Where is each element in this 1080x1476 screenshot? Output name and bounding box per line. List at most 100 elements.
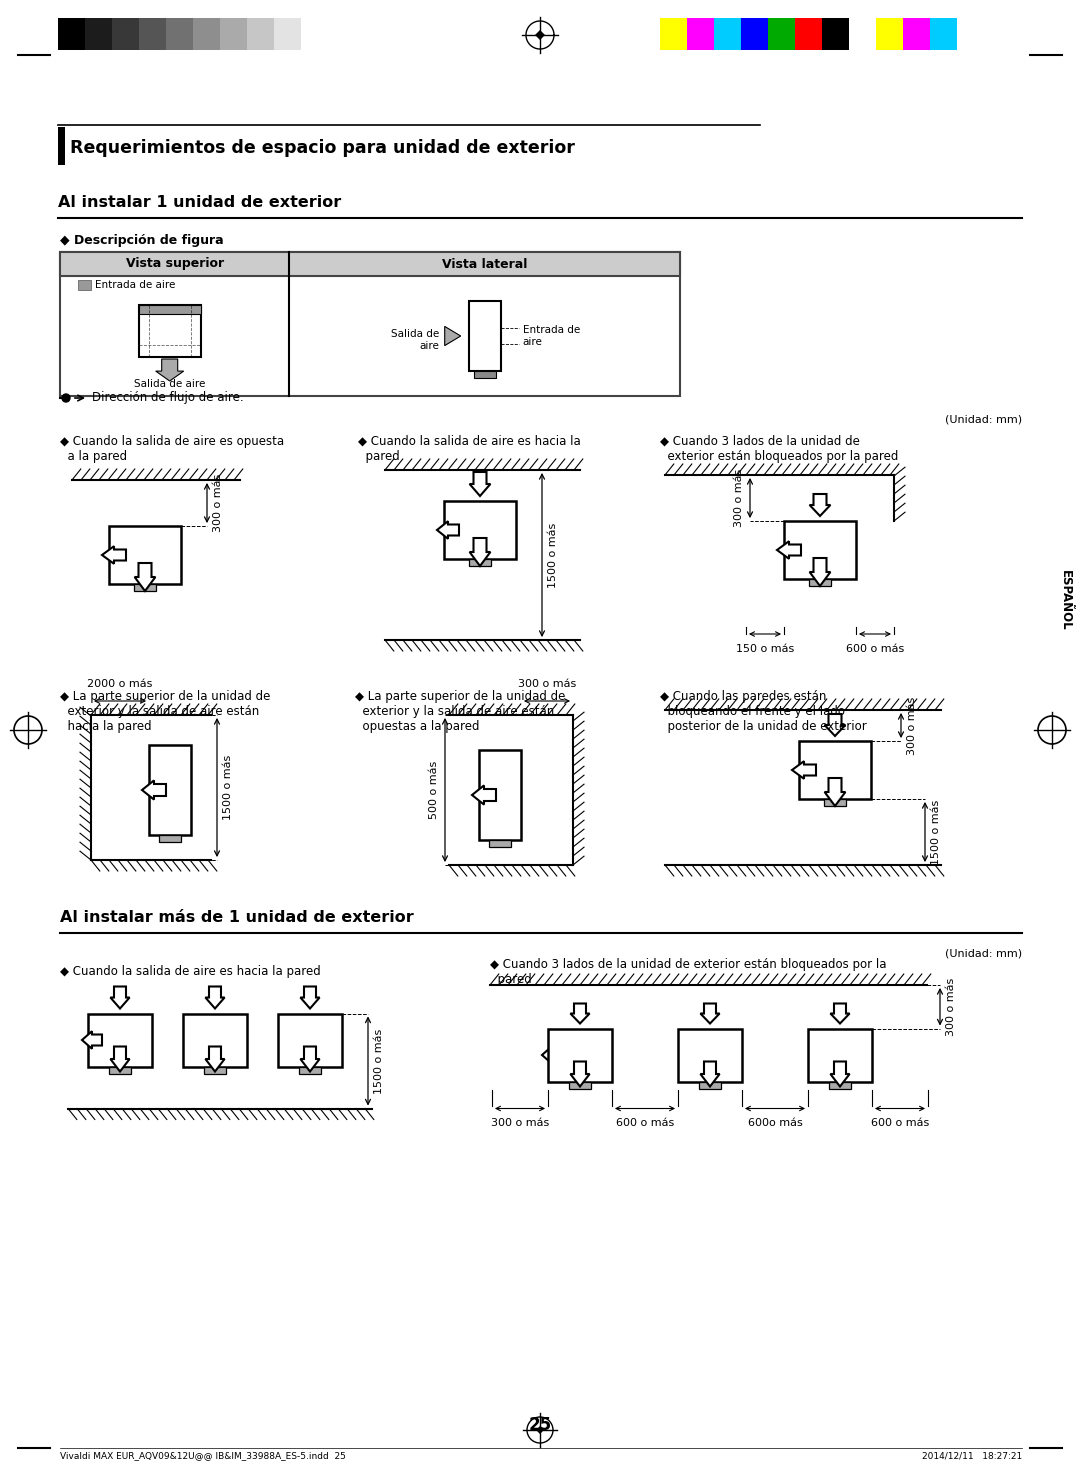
Polygon shape xyxy=(810,494,831,517)
Bar xyxy=(149,745,191,835)
Bar xyxy=(809,579,831,586)
Text: 1500 o más: 1500 o más xyxy=(931,800,941,865)
Text: ◆ Cuando las paredes están
  bloqueando el frente y el lado
  posterior de la un: ◆ Cuando las paredes están bloqueando el… xyxy=(660,689,867,734)
Bar xyxy=(469,301,501,370)
Polygon shape xyxy=(792,762,816,779)
Text: 300 o más: 300 o más xyxy=(213,474,222,533)
Text: 25: 25 xyxy=(528,1415,552,1435)
Bar xyxy=(220,18,247,50)
Polygon shape xyxy=(570,1061,590,1086)
Text: 300 o más: 300 o más xyxy=(518,679,576,689)
Bar xyxy=(274,18,301,50)
Polygon shape xyxy=(445,326,461,345)
Polygon shape xyxy=(110,986,130,1008)
Bar xyxy=(299,1067,321,1073)
Bar xyxy=(876,18,903,50)
Bar xyxy=(808,1029,872,1082)
Polygon shape xyxy=(82,1032,102,1049)
Polygon shape xyxy=(825,714,846,737)
Text: Vista superior: Vista superior xyxy=(125,257,224,270)
Text: ◆ Descripción de figura: ◆ Descripción de figura xyxy=(60,235,224,246)
Text: Vivaldi MAX EUR_AQV09&12U@@ IB&IM_33988A_ES-5.indd  25: Vivaldi MAX EUR_AQV09&12U@@ IB&IM_33988A… xyxy=(60,1451,346,1460)
Polygon shape xyxy=(831,1061,850,1086)
Text: Entrada de
aire: Entrada de aire xyxy=(523,325,580,347)
Bar xyxy=(247,18,274,50)
Text: ◆ La parte superior de la unidad de
  exterior y la salida de aire están
  hacia: ◆ La parte superior de la unidad de exte… xyxy=(60,689,270,734)
Bar xyxy=(678,1029,742,1082)
Bar xyxy=(569,1082,591,1088)
Polygon shape xyxy=(141,781,166,800)
Bar xyxy=(714,18,741,50)
Polygon shape xyxy=(777,542,801,559)
Bar xyxy=(193,18,220,50)
Text: 500 o más: 500 o más xyxy=(429,760,438,819)
Bar xyxy=(112,18,139,50)
Bar xyxy=(204,1067,226,1073)
Polygon shape xyxy=(205,1046,225,1072)
Bar xyxy=(444,500,516,559)
Bar xyxy=(138,306,201,357)
Polygon shape xyxy=(542,1046,562,1064)
Bar xyxy=(824,799,846,806)
Text: (Unidad: mm): (Unidad: mm) xyxy=(945,948,1022,958)
Text: 600o más: 600o más xyxy=(747,1119,802,1129)
Text: Dirección de flujo de aire.: Dirección de flujo de aire. xyxy=(92,391,244,404)
Bar xyxy=(489,840,511,847)
Bar xyxy=(139,18,166,50)
Bar xyxy=(480,750,521,840)
Text: 600 o más: 600 o más xyxy=(846,644,904,654)
Text: Al instalar más de 1 unidad de exterior: Al instalar más de 1 unidad de exterior xyxy=(60,911,414,925)
Bar xyxy=(849,18,876,50)
Bar xyxy=(109,525,181,584)
Polygon shape xyxy=(701,1061,719,1086)
Text: 2014/12/11   18:27:21: 2014/12/11 18:27:21 xyxy=(921,1451,1022,1460)
Bar xyxy=(822,18,849,50)
Polygon shape xyxy=(470,537,490,565)
Bar xyxy=(768,18,795,50)
Bar xyxy=(109,1067,131,1073)
Text: 1500 o más: 1500 o más xyxy=(374,1029,384,1094)
Bar xyxy=(469,559,491,565)
Bar xyxy=(784,521,856,579)
Bar xyxy=(138,306,201,314)
Polygon shape xyxy=(110,1046,130,1072)
Text: 600 o más: 600 o más xyxy=(870,1119,929,1129)
Polygon shape xyxy=(831,1004,850,1023)
Text: (Unidad: mm): (Unidad: mm) xyxy=(945,415,1022,425)
Text: ◆ La parte superior de la unidad de
  exterior y la salida de aire están
  opues: ◆ La parte superior de la unidad de exte… xyxy=(355,689,565,734)
Polygon shape xyxy=(825,778,846,806)
Bar xyxy=(183,1014,247,1067)
Bar xyxy=(134,584,156,590)
Bar xyxy=(60,252,680,276)
Bar xyxy=(795,18,822,50)
Text: 600 o más: 600 o más xyxy=(616,1119,674,1129)
Polygon shape xyxy=(102,546,126,564)
Text: 1500 o más: 1500 o más xyxy=(548,523,558,587)
Text: ◆ Cuando la salida de aire es hacia la pared: ◆ Cuando la salida de aire es hacia la p… xyxy=(60,965,321,979)
Polygon shape xyxy=(472,785,496,804)
Bar xyxy=(60,252,680,396)
Bar xyxy=(159,835,181,841)
Text: 300 o más: 300 o más xyxy=(734,469,744,527)
Text: Vista lateral: Vista lateral xyxy=(442,257,527,270)
Text: Salida de
aire: Salida de aire xyxy=(391,329,440,351)
Polygon shape xyxy=(205,986,225,1008)
Polygon shape xyxy=(300,986,320,1008)
Bar xyxy=(930,18,957,50)
Bar xyxy=(166,18,193,50)
Circle shape xyxy=(62,394,70,401)
Polygon shape xyxy=(536,1426,544,1435)
Bar xyxy=(799,741,870,799)
Bar xyxy=(660,18,687,50)
Polygon shape xyxy=(570,1004,590,1023)
Bar xyxy=(548,1029,612,1082)
Bar xyxy=(87,1014,152,1067)
Bar xyxy=(85,18,112,50)
Text: 300 o más: 300 o más xyxy=(907,697,917,754)
Bar xyxy=(699,1082,721,1088)
Polygon shape xyxy=(470,472,490,496)
Text: 300 o más: 300 o más xyxy=(491,1119,549,1129)
Text: Requerimientos de espacio para unidad de exterior: Requerimientos de espacio para unidad de… xyxy=(70,139,575,156)
Bar xyxy=(58,127,65,165)
Bar xyxy=(78,280,91,289)
